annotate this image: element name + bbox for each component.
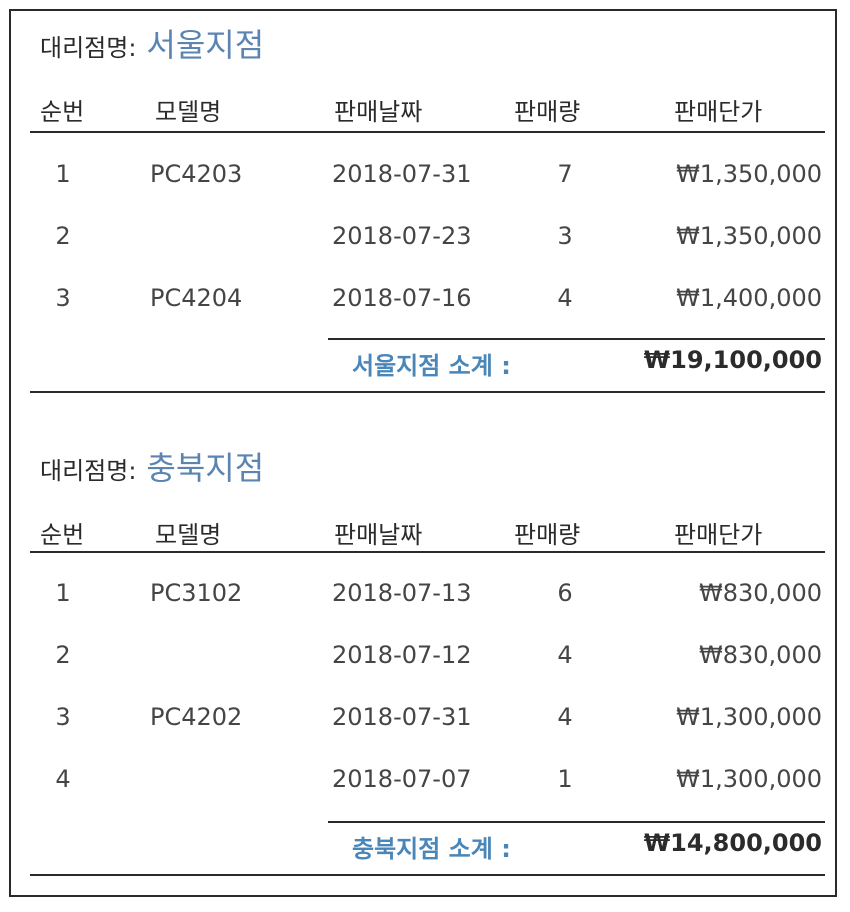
cell-model: PC3102 <box>150 579 243 607</box>
cell-model: PC4203 <box>150 160 243 188</box>
cell-price: ₩1,350,000 <box>676 160 822 188</box>
column-header-model: 모델명 <box>155 98 222 126</box>
report-frame <box>9 9 837 897</box>
column-header-model: 모델명 <box>155 521 222 549</box>
cell-no: 2 <box>55 641 71 669</box>
cell-price: ₩830,000 <box>699 579 822 607</box>
cell-price: ₩830,000 <box>699 641 822 669</box>
cell-date: 2018-07-16 <box>332 284 472 312</box>
branch-header-label: 대리점명: <box>40 457 137 485</box>
cell-price: ₩1,300,000 <box>676 765 822 793</box>
cell-no: 3 <box>55 703 71 731</box>
cell-qty: 3 <box>557 222 573 250</box>
subtotal-value: ₩14,800,000 <box>643 829 822 857</box>
cell-price: ₩1,400,000 <box>676 284 822 312</box>
section-bottom-rule <box>30 874 825 876</box>
column-header-qty: 판매량 <box>514 98 581 126</box>
column-header-no: 순번 <box>40 98 85 126</box>
column-header-qty: 판매량 <box>514 521 581 549</box>
cell-qty: 4 <box>557 703 573 731</box>
branch-header: 대리점명: 서울지점 <box>40 20 264 66</box>
branch-header: 대리점명: 충북지점 <box>40 443 264 489</box>
cell-date: 2018-07-13 <box>332 579 472 607</box>
column-header-price: 판매단가 <box>674 521 763 549</box>
subtotal-divider <box>328 821 825 823</box>
branch-name: 서울지점 <box>146 26 265 64</box>
subtotal-label: 충북지점 소계 : <box>352 835 511 863</box>
subtotal-label: 서울지점 소계 : <box>352 352 511 380</box>
cell-no: 1 <box>55 160 71 188</box>
cell-qty: 1 <box>557 765 573 793</box>
cell-price: ₩1,350,000 <box>676 222 822 250</box>
cell-qty: 4 <box>557 284 573 312</box>
cell-qty: 4 <box>557 641 573 669</box>
column-header-no: 순번 <box>40 521 85 549</box>
cell-price: ₩1,300,000 <box>676 703 822 731</box>
cell-date: 2018-07-31 <box>332 703 472 731</box>
section-bottom-rule <box>30 391 825 393</box>
cell-date: 2018-07-31 <box>332 160 472 188</box>
cell-qty: 7 <box>557 160 573 188</box>
header-divider <box>30 131 825 133</box>
cell-no: 4 <box>55 765 71 793</box>
branch-section-seoul: 대리점명: 서울지점 순번 모델명 판매날짜 판매량 판매단가 1 PC4203 … <box>0 0 850 420</box>
cell-no: 2 <box>55 222 71 250</box>
cell-date: 2018-07-23 <box>332 222 472 250</box>
column-header-price: 판매단가 <box>674 98 763 126</box>
column-header-date: 판매날짜 <box>334 98 423 126</box>
branch-name: 충북지점 <box>146 449 265 487</box>
cell-date: 2018-07-12 <box>332 641 472 669</box>
cell-no: 1 <box>55 579 71 607</box>
cell-date: 2018-07-07 <box>332 765 472 793</box>
subtotal-value: ₩19,100,000 <box>643 346 822 374</box>
cell-qty: 6 <box>557 579 573 607</box>
branch-section-chungbuk: 대리점명: 충북지점 순번 모델명 판매날짜 판매량 판매단가 1 PC3102 … <box>0 423 850 893</box>
column-header-date: 판매날짜 <box>334 521 423 549</box>
cell-model: PC4202 <box>150 703 243 731</box>
cell-model: PC4204 <box>150 284 243 312</box>
header-divider <box>30 551 825 553</box>
subtotal-divider <box>328 338 825 340</box>
cell-no: 3 <box>55 284 71 312</box>
branch-header-label: 대리점명: <box>40 34 137 62</box>
